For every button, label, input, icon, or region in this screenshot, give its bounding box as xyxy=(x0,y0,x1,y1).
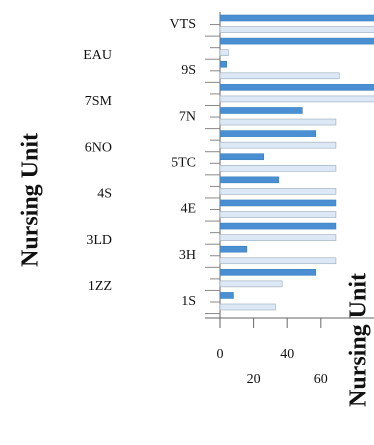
bar xyxy=(219,211,337,218)
bar xyxy=(219,153,264,161)
bar xyxy=(219,14,374,22)
bar xyxy=(219,107,303,114)
x-tick-label: 40 xyxy=(280,347,294,362)
bar xyxy=(219,176,280,184)
y-tick-label: 5TC xyxy=(171,155,196,170)
x-tick-label: 60 xyxy=(314,372,328,387)
x-tick-label: 20 xyxy=(247,372,261,387)
bar xyxy=(219,222,337,230)
x-tick-label: 0 xyxy=(217,347,224,362)
bar xyxy=(219,303,276,311)
bar xyxy=(219,164,337,172)
y-tick-label: VTS xyxy=(170,17,196,32)
bar xyxy=(219,37,374,45)
y-tick-label: 3H xyxy=(179,248,196,263)
y-tick-label: 7N xyxy=(179,109,196,124)
y-tick-label: 4S xyxy=(97,187,112,202)
y-tick-label: 1ZZ xyxy=(88,279,112,294)
axis-title: Nursing Unit xyxy=(346,273,372,407)
bar xyxy=(219,188,337,195)
bar xyxy=(219,245,248,253)
bar xyxy=(219,118,337,126)
bar xyxy=(219,234,337,241)
y-tick-label: EAU xyxy=(83,48,112,63)
bar xyxy=(219,199,337,207)
bar xyxy=(219,141,337,149)
bar xyxy=(219,130,317,137)
y-tick-label: 3LD xyxy=(86,233,112,248)
bar xyxy=(219,280,283,288)
y-tick-label: 6NO xyxy=(85,140,112,155)
bar xyxy=(219,95,374,103)
bar xyxy=(219,60,228,68)
bar xyxy=(219,257,337,265)
y-tick-label: 9S xyxy=(181,63,196,78)
bar xyxy=(219,72,340,80)
bar xyxy=(219,49,229,56)
axis-title: Nursing Unit xyxy=(18,133,44,267)
y-tick-label: 4E xyxy=(180,202,196,217)
bar xyxy=(219,292,234,299)
y-tick-label: 7SM xyxy=(85,94,113,109)
bar xyxy=(219,269,317,276)
y-tick-label: 1S xyxy=(181,294,196,309)
bar xyxy=(219,84,374,91)
bar xyxy=(219,26,374,33)
